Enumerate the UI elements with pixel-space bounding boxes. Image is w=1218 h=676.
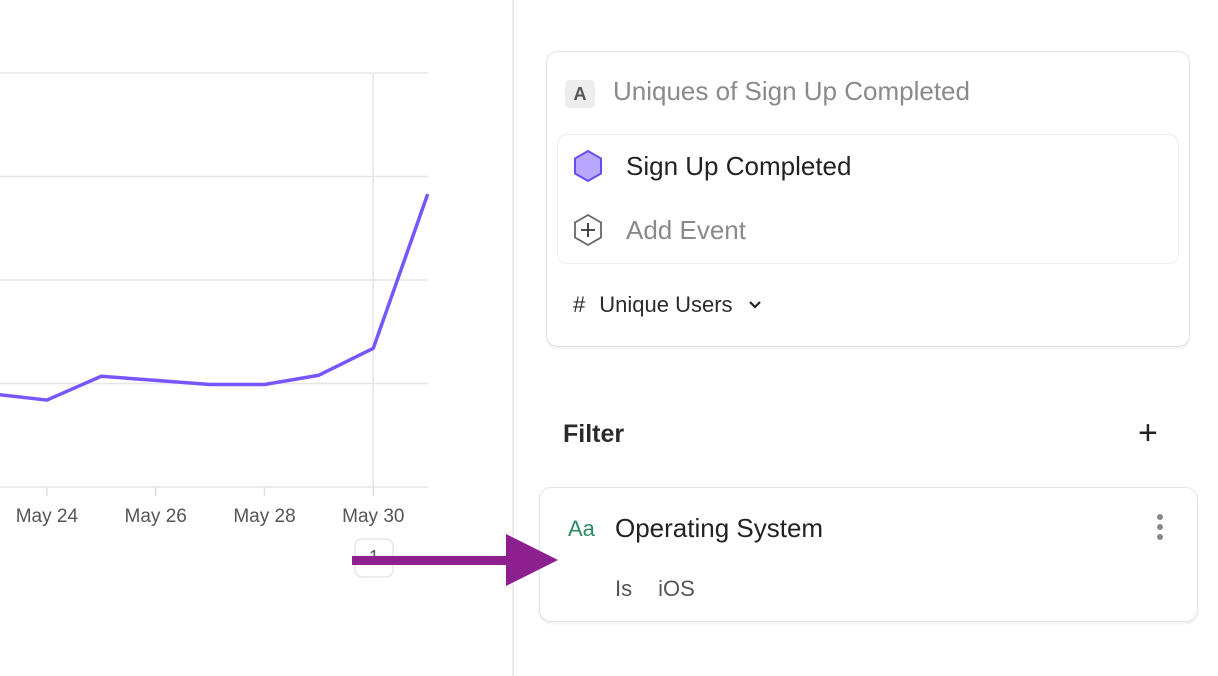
filter-value[interactable]: iOS (658, 576, 695, 601)
filter-operator[interactable]: Is (615, 576, 633, 601)
add-event-label: Add Event (626, 214, 746, 245)
add-hexagon-icon (574, 213, 602, 247)
x-tick-label: May 24 (16, 506, 79, 527)
event-hexagon-icon (574, 149, 602, 183)
series-line (0, 193, 430, 402)
metric-title[interactable]: Uniques of Sign Up Completed (613, 76, 970, 106)
event-name: Sign Up Completed (626, 150, 852, 181)
add-event-button[interactable]: Add Event (572, 213, 746, 247)
add-filter-plus-icon[interactable]: + (1138, 414, 1158, 452)
more-options-icon[interactable] (1152, 514, 1168, 546)
panel-divider (512, 0, 514, 676)
filter-heading: Filter (563, 420, 625, 448)
measure-dropdown[interactable]: # Unique Users (573, 292, 763, 318)
event-item[interactable]: Sign Up Completed (572, 149, 851, 183)
chevron-down-icon (748, 301, 761, 309)
string-type-icon: Aa (568, 516, 595, 541)
filter-condition[interactable]: Is iOS (615, 576, 695, 602)
metric-letter-badge: A (565, 80, 595, 108)
measure-label: Unique Users (599, 292, 733, 317)
filter-card[interactable]: Aa Operating System Is iOS (539, 487, 1198, 622)
hash-icon: # (573, 292, 586, 317)
x-tick-label: May 28 (233, 506, 295, 527)
metric-card[interactable]: A Uniques of Sign Up Completed Sign Up C… (546, 51, 1190, 347)
filter-property[interactable]: Operating System (615, 513, 824, 543)
event-list: Sign Up Completed Add Event (557, 134, 1179, 264)
annotation-arrow-icon (352, 534, 558, 586)
x-tick-label: May 26 (125, 506, 187, 527)
x-tick-label: May 30 (342, 506, 404, 527)
